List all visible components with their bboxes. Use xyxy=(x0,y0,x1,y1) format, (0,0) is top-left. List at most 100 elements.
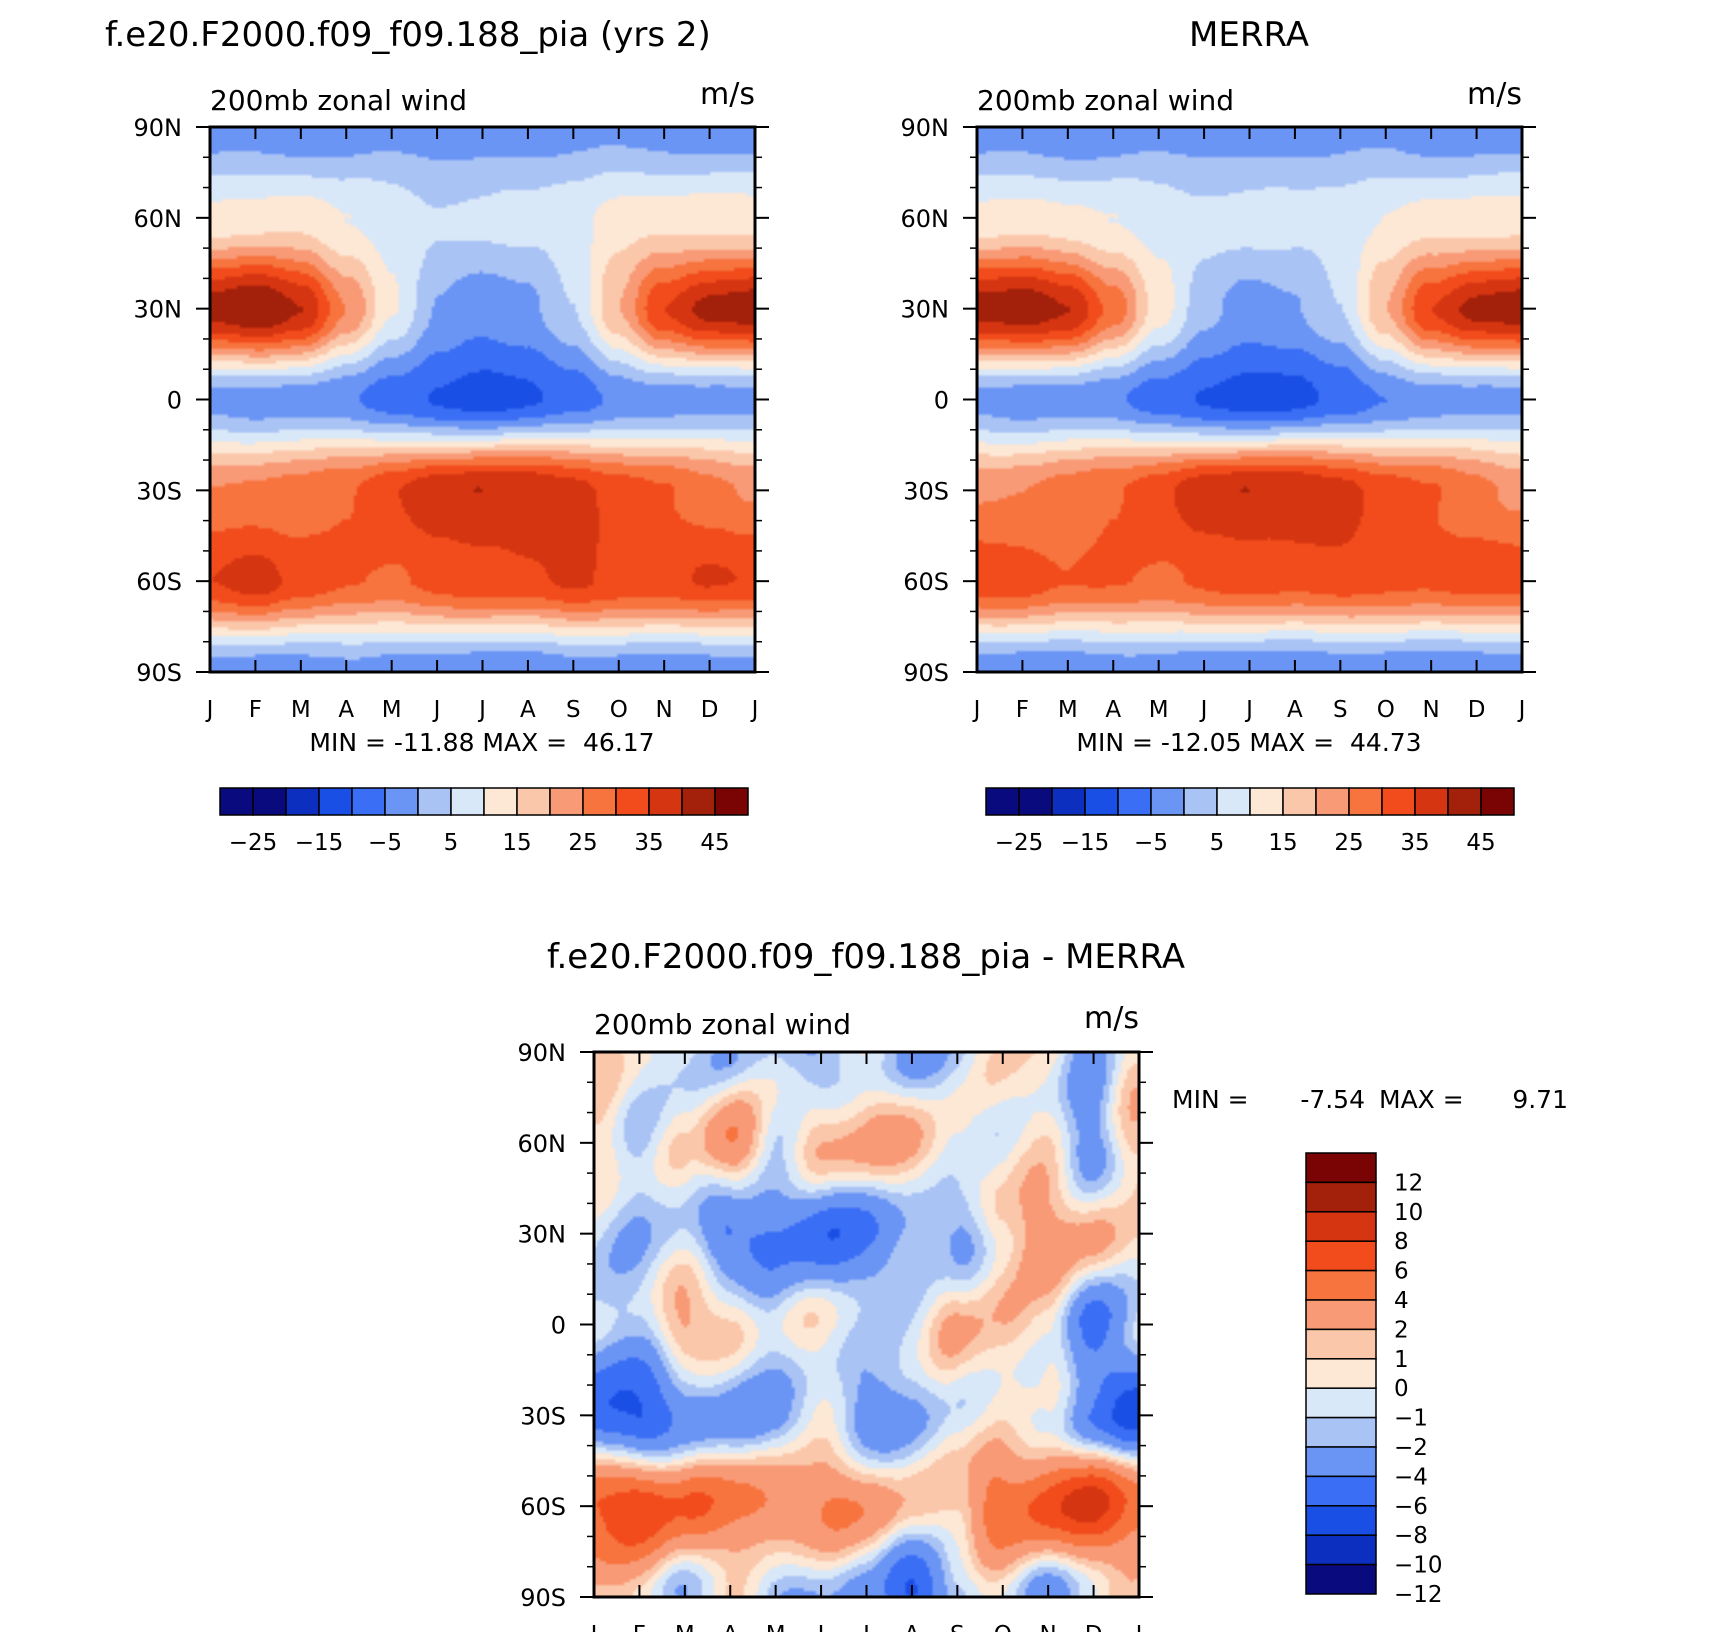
panel-model-title: f.e20.F2000.f09_f09.188_pia (yrs 2) xyxy=(105,15,711,55)
x-tick-label: J xyxy=(750,697,759,723)
panel-model: f.e20.F2000.f09_f09.188_pia (yrs 2) 200m… xyxy=(105,15,769,856)
panel-model-field xyxy=(210,127,755,672)
y-tick-label: 90S xyxy=(136,659,182,687)
colorbar-box xyxy=(1305,1240,1377,1272)
panel-merra-stats: MIN = -12.05 MAX = 44.73 xyxy=(1076,728,1421,757)
y-tick-label: 30N xyxy=(518,1221,567,1249)
colorbar-box xyxy=(1414,787,1449,816)
colorbar-box xyxy=(549,787,584,816)
y-tick-label: 30S xyxy=(903,477,949,505)
y-tick-label: 90N xyxy=(901,114,950,142)
colorbar-box xyxy=(1305,1211,1377,1242)
y-tick-label: 0 xyxy=(167,387,182,415)
panel-model-colorbar: −25 −15 −5 5 15 25 35 45 xyxy=(219,787,749,856)
panel-merra-title: MERRA xyxy=(1189,15,1309,55)
colorbar-box xyxy=(985,787,1020,816)
colorbar-label: 5 xyxy=(444,830,459,856)
panel-model-left-label: 200mb zonal wind xyxy=(210,84,467,117)
colorbar-box xyxy=(1480,787,1515,816)
colorbar-box xyxy=(1305,1446,1377,1478)
colorbar-box xyxy=(1305,1269,1377,1301)
x-tick-label: D xyxy=(1085,1622,1103,1632)
colorbar-box xyxy=(1249,787,1284,816)
colorbar-label: 25 xyxy=(1334,830,1363,856)
colorbar-box xyxy=(1305,1416,1377,1448)
colorbar-label: −5 xyxy=(1134,830,1168,856)
colorbar-label: 45 xyxy=(1466,830,1495,856)
x-tick-label: J xyxy=(432,697,441,723)
x-tick-label: D xyxy=(701,697,719,723)
colorbar-box xyxy=(1447,787,1482,816)
colorbar-label: −1 xyxy=(1394,1406,1428,1432)
colorbar-box xyxy=(450,787,485,816)
colorbar-box xyxy=(681,787,716,816)
colorbar-label: −4 xyxy=(1394,1464,1428,1490)
x-tick-label: J xyxy=(477,697,486,723)
colorbar-box xyxy=(1305,1505,1377,1536)
colorbar-box xyxy=(1305,1475,1377,1507)
colorbar-label: −10 xyxy=(1394,1553,1443,1579)
panel-diff-field xyxy=(594,1052,1139,1597)
x-tick-label: A xyxy=(520,697,536,723)
colorbar-box xyxy=(1348,787,1383,816)
colorbar-label: 5 xyxy=(1210,830,1225,856)
x-tick-label: S xyxy=(566,697,581,723)
colorbar-box xyxy=(417,787,452,816)
y-tick-label: 90N xyxy=(134,114,183,142)
panel-diff-contour-image xyxy=(594,1052,1139,1597)
colorbar-box xyxy=(1305,1534,1377,1566)
panel-diff-stats-max-value: 9.71 xyxy=(1512,1085,1568,1114)
panel-merra-left-label: 200mb zonal wind xyxy=(977,84,1234,117)
colorbar-box xyxy=(582,787,617,816)
x-tick-label: J xyxy=(1517,697,1526,723)
panel-merra-field xyxy=(977,127,1522,672)
colorbar-box xyxy=(648,787,683,816)
colorbar-label: 6 xyxy=(1394,1259,1409,1285)
colorbar-box xyxy=(384,787,419,816)
panel-diff-left-label: 200mb zonal wind xyxy=(594,1008,851,1041)
colorbar-label: 25 xyxy=(568,830,597,856)
y-tick-label: 30N xyxy=(134,296,183,324)
colorbar-label: −15 xyxy=(295,830,344,856)
colorbar-label: 0 xyxy=(1394,1376,1409,1402)
panel-diff: f.e20.F2000.f09_f09.188_pia - MERRA 200m… xyxy=(518,937,1569,1632)
x-tick-label: J xyxy=(205,697,214,723)
y-tick-label: 0 xyxy=(551,1312,566,1340)
x-tick-label: M xyxy=(291,697,311,723)
panel-diff-stats-min-value: -7.54 xyxy=(1300,1085,1365,1114)
x-tick-label: N xyxy=(1423,697,1440,723)
colorbar-box xyxy=(714,787,749,816)
colorbar-label: 10 xyxy=(1394,1200,1423,1226)
colorbar-box xyxy=(1018,787,1053,816)
colorbar-label: 35 xyxy=(1400,830,1429,856)
colorbar-label: −25 xyxy=(995,830,1044,856)
colorbar-label: 45 xyxy=(700,830,729,856)
colorbar-box xyxy=(516,787,551,816)
colorbar-box xyxy=(1381,787,1416,816)
y-tick-label: 60S xyxy=(903,568,949,596)
colorbar-label: 15 xyxy=(502,830,531,856)
x-tick-label: J xyxy=(1199,697,1208,723)
x-tick-label: J xyxy=(1134,1622,1143,1632)
colorbar-label: 12 xyxy=(1394,1170,1423,1196)
y-tick-label: 60S xyxy=(136,568,182,596)
x-tick-label: O xyxy=(610,697,628,723)
panel-diff-stats-min-label: MIN = xyxy=(1172,1085,1249,1114)
panel-merra-units: m/s xyxy=(1467,77,1522,112)
colorbar-box xyxy=(1305,1181,1377,1213)
colorbar-box xyxy=(1315,787,1350,816)
panel-diff-stats-max-label: MAX = xyxy=(1379,1085,1464,1114)
colorbar-label: −5 xyxy=(368,830,402,856)
x-tick-label: M xyxy=(766,1622,786,1632)
x-tick-label: J xyxy=(816,1622,825,1632)
x-tick-label: N xyxy=(1040,1622,1057,1632)
x-tick-label: A xyxy=(722,1622,738,1632)
colorbar-box xyxy=(252,787,287,816)
colorbar-box xyxy=(1084,787,1119,816)
colorbar-box xyxy=(615,787,650,816)
colorbar-box xyxy=(1305,1563,1377,1595)
y-tick-label: 30N xyxy=(901,296,950,324)
colorbar-box xyxy=(1150,787,1185,816)
colorbar-label: 15 xyxy=(1268,830,1297,856)
